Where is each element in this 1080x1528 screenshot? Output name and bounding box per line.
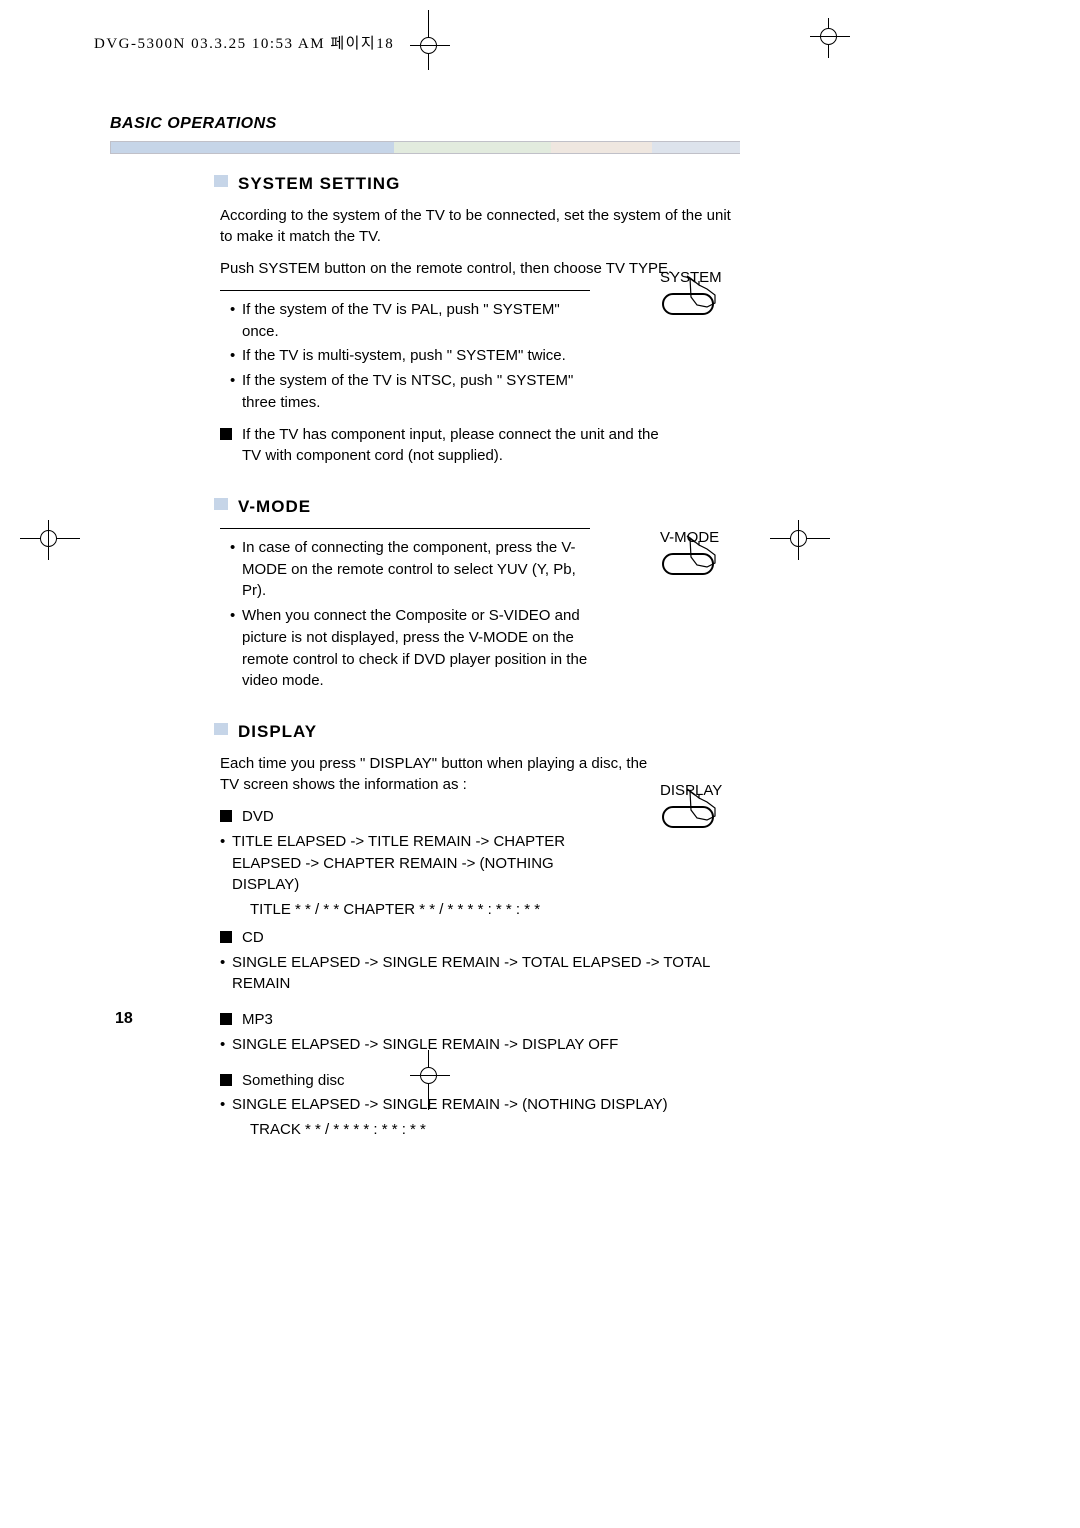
display-heading: DISPLAY <box>238 720 740 745</box>
mp3-line1: SINGLE ELAPSED -> SINGLE REMAIN -> DISPL… <box>232 1034 740 1056</box>
display-intro: Each time you press " DISPLAY" button wh… <box>220 753 660 797</box>
something-line2: TRACK * * / * * * * : * * : * * <box>250 1119 740 1141</box>
bullet-text: If the system of the TV is NTSC, push " … <box>242 370 590 414</box>
display-button-illustration: DISPLAY <box>660 780 750 828</box>
bullet-text: If the system of the TV is PAL, push " S… <box>242 299 590 343</box>
hand-icon <box>685 788 725 822</box>
mp3-label: MP3 <box>242 1009 740 1031</box>
something-line1: SINGLE ELAPSED -> SINGLE REMAIN -> (NOTH… <box>232 1094 740 1116</box>
square-bullet-icon <box>220 428 232 440</box>
something-label: Something disc <box>242 1070 740 1092</box>
cd-line1: SINGLE ELAPSED -> SINGLE REMAIN -> TOTAL… <box>232 952 740 996</box>
bullet-text: In case of connecting the component, pre… <box>242 537 590 602</box>
rule-line <box>220 290 590 291</box>
color-bar <box>110 141 740 154</box>
square-bullet-icon <box>220 1074 232 1086</box>
dvd-line1: TITLE ELAPSED -> TITLE REMAIN -> CHAPTER… <box>232 831 600 896</box>
square-bullet-icon <box>220 810 232 822</box>
system-setting-bullets: •If the system of the TV is PAL, push " … <box>230 299 590 414</box>
dvd-line2: TITLE * * / * * CHAPTER * * / * * * * : … <box>250 899 740 921</box>
system-setting-intro: According to the system of the TV to be … <box>220 205 740 249</box>
crop-mark-left <box>20 520 80 560</box>
section-title: BASIC OPERATIONS <box>110 115 740 133</box>
display-block: DISPLAY Each time you press " DISPLAY" b… <box>220 720 740 1141</box>
vmode-block: V-MODE •In case of connecting the compon… <box>220 495 740 692</box>
system-setting-block: SYSTEM SETTING According to the system o… <box>220 172 740 467</box>
system-button-illustration: SYSTEM <box>660 267 750 315</box>
vmode-button-illustration: V-MODE <box>660 527 750 575</box>
vmode-bullets: •In case of connecting the component, pr… <box>230 537 590 692</box>
hand-icon <box>685 535 725 569</box>
square-bullet-icon <box>220 931 232 943</box>
rule-line <box>220 528 590 529</box>
crop-mark-top <box>410 10 450 70</box>
hand-icon <box>685 275 725 309</box>
bullet-text: When you connect the Composite or S-VIDE… <box>242 605 590 692</box>
system-setting-heading: SYSTEM SETTING <box>238 172 740 197</box>
vmode-heading: V-MODE <box>238 495 740 520</box>
square-bullet-icon <box>220 1013 232 1025</box>
cd-label: CD <box>242 927 740 949</box>
system-setting-note: If the TV has component input, please co… <box>242 424 680 468</box>
crop-mark-top-right <box>810 18 850 58</box>
bullet-text: If the TV is multi-system, push " SYSTEM… <box>242 345 590 367</box>
page-number: 18 <box>115 1010 133 1028</box>
crop-header: DVG-5300N 03.3.25 10:53 AM 페이지18 <box>94 32 394 53</box>
crop-mark-right <box>770 520 830 560</box>
